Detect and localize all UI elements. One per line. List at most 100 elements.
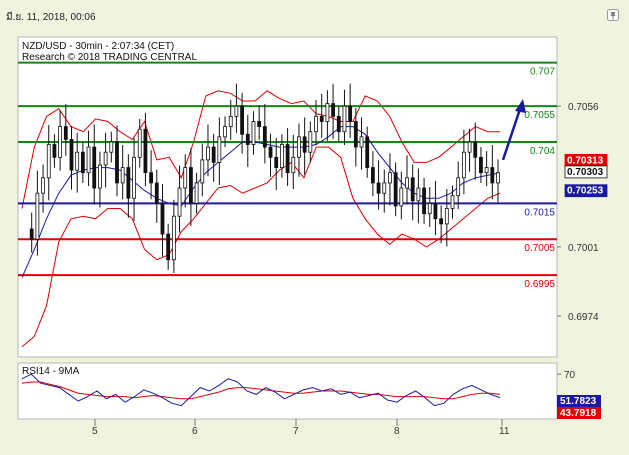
candle-body	[63, 126, 68, 140]
candle-body	[393, 172, 398, 207]
candle-body	[353, 121, 358, 148]
candle-body	[433, 202, 438, 220]
candle-body	[388, 172, 392, 184]
rsi-plot-area	[17, 362, 558, 420]
candle-body	[35, 192, 40, 240]
candle-body	[189, 167, 193, 204]
level-label: 0.7055	[524, 110, 555, 121]
candle-body	[234, 105, 239, 117]
candle-body	[251, 121, 256, 145]
candle-body	[257, 121, 262, 128]
price-badge-label: 0.70313	[567, 155, 604, 166]
price-axis-labels: 0.7056 0.7001 0.6974	[557, 102, 599, 323]
candle-body	[308, 131, 313, 153]
candle-body	[297, 136, 301, 158]
forecast-arrow-head	[515, 99, 526, 113]
candle-body	[143, 128, 148, 174]
candle-body	[268, 146, 273, 158]
candle-body	[331, 103, 335, 117]
candle-body	[405, 177, 409, 189]
candle-body	[41, 177, 45, 194]
chart-area: 0.707 0.7055 0.704 0.7015 0.7005 0.6995 0.705…	[0, 30, 629, 450]
candlesticks	[29, 83, 500, 274]
candle-body	[115, 141, 119, 184]
candle-body	[92, 146, 97, 189]
candle-body	[52, 144, 57, 158]
candle-body	[46, 144, 51, 179]
level-label: 0.7015	[524, 207, 555, 218]
support-resistance-levels: 0.707 0.7055 0.704 0.7015 0.7005 0.6995	[18, 61, 557, 290]
price-tick-label: 0.7056	[568, 102, 599, 113]
candle-body	[484, 167, 489, 174]
candle-body	[86, 146, 91, 174]
time-tick-label: 6	[192, 426, 198, 437]
rsi-lines	[21, 373, 561, 407]
price-chart[interactable]: 0.707 0.7055 0.704 0.7015 0.7005 0.6995 0.705…	[0, 30, 629, 450]
candle-body	[359, 136, 364, 148]
candle-body	[342, 105, 347, 133]
candle-body	[149, 172, 154, 184]
candle-body	[382, 182, 387, 194]
price-badge-last	[564, 165, 608, 179]
candle-body	[211, 146, 216, 163]
candle-body	[280, 144, 284, 168]
candle-body	[490, 167, 495, 184]
candle-body	[58, 126, 63, 158]
candle-body	[365, 136, 370, 168]
candle-body	[376, 182, 381, 194]
candle-body	[126, 167, 131, 199]
candle-body	[171, 215, 176, 261]
candle-body	[80, 151, 85, 174]
time-tick-label: 8	[394, 426, 400, 437]
time-tick-label: 5	[92, 426, 98, 437]
bollinger-bands	[21, 90, 501, 348]
price-badge-label: 0.70253	[567, 186, 604, 197]
time-tick-label: 7	[293, 426, 299, 437]
candle-body	[285, 144, 290, 174]
candle-body	[336, 115, 341, 133]
candle-body	[473, 141, 478, 158]
price-badge-label: 0.70303	[567, 167, 604, 178]
candle-body	[240, 105, 244, 135]
rsi-badge-rsi	[557, 395, 601, 407]
bollinger-upper-line	[21, 90, 500, 209]
candle-body	[439, 218, 444, 225]
candle-body	[206, 146, 210, 161]
pin-icon[interactable]	[606, 8, 620, 22]
candle-body	[109, 141, 114, 153]
rsi-badge-label: 51.7823	[560, 396, 597, 407]
forecast-arrow	[501, 99, 526, 161]
rsi-tick-label: 70	[564, 370, 576, 381]
candle-body	[479, 156, 483, 174]
candle-body	[132, 156, 136, 199]
price-tick-label: 0.6974	[568, 312, 599, 323]
chart-title: NZD/USD - 30min - 2:07:34 (CET)	[22, 41, 174, 52]
candle-body	[103, 151, 108, 166]
candle-body	[262, 126, 267, 148]
candle-body	[416, 187, 421, 202]
candle-body	[422, 187, 426, 215]
candle-body	[137, 128, 142, 158]
chart-timestamp: มี.ย. 11, 2018, 00:06	[6, 12, 96, 23]
rsi-badge-label: 43.7918	[560, 408, 597, 419]
candle-body	[98, 164, 102, 189]
rsi-title: RSI14 - 9MA	[22, 366, 80, 377]
candle-body	[154, 182, 159, 204]
candle-body	[160, 202, 165, 235]
rsi-badge-ma	[557, 407, 601, 419]
candle-body	[217, 136, 222, 163]
candle-body	[69, 139, 74, 171]
candle-body	[314, 115, 318, 133]
candle-body	[325, 103, 330, 122]
candle-body	[319, 115, 324, 122]
candle-body	[456, 177, 461, 197]
candle-body	[245, 133, 250, 145]
candle-body	[496, 172, 500, 184]
price-tick-label: 0.7001	[568, 243, 599, 254]
level-label: 0.6995	[524, 279, 555, 290]
candle-body	[410, 177, 415, 202]
candle-body	[194, 182, 199, 204]
time-axis: 5 6 7 8 11	[92, 419, 510, 437]
